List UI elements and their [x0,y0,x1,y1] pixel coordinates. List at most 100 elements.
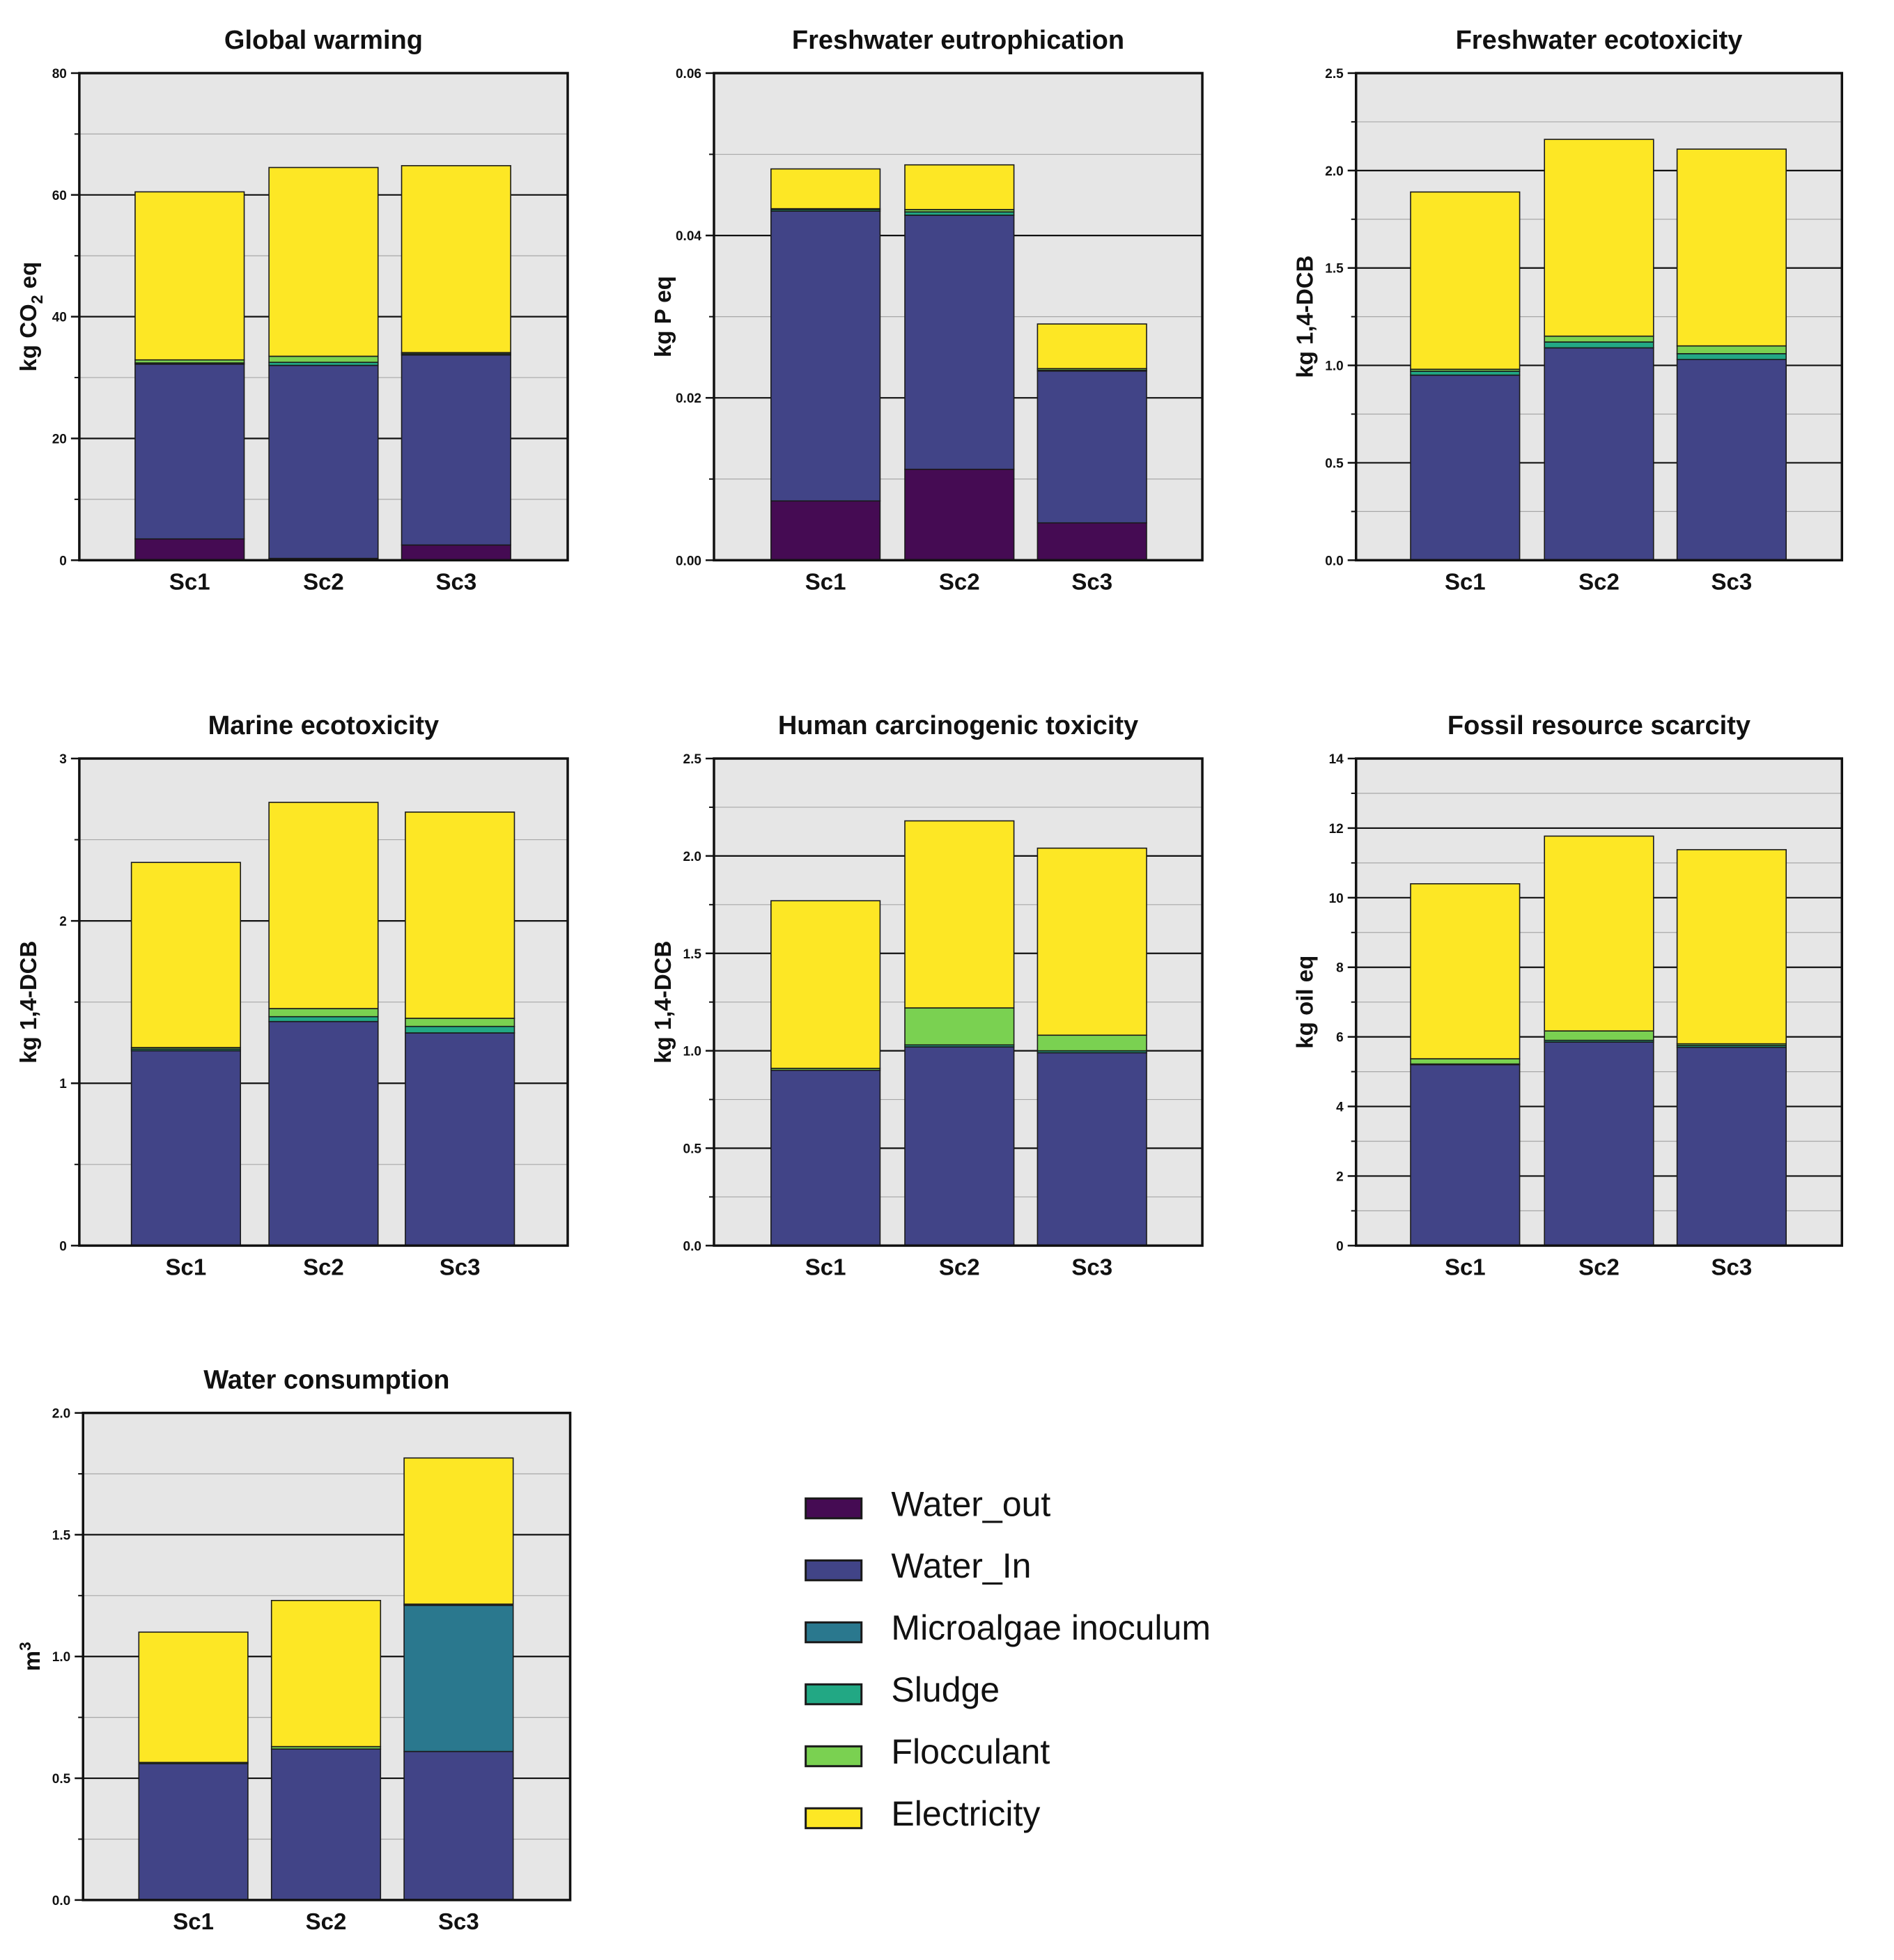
bar-segment-water-in-sc2 [268,364,379,559]
bar-segment-water-in-sc2 [268,1020,379,1247]
plot-frame [78,757,569,1247]
y-axis-label: kg 1,4-DCB [650,941,676,1064]
y-tick-label: 0.0 [52,1894,70,1908]
plot-frame [78,72,569,562]
chart-panel-6: 0 2 4 6 8 10 12 14 Sc1 Sc2 Sc3 Fossil resource scar… [1292,711,1844,1280]
bar-segment-electricity-sc1 [134,191,245,361]
y-axis-label: kg 1,4-DCB [1292,256,1318,378]
bar-segment-water-in-sc1 [1410,374,1521,561]
bar-segment-electricity-sc2 [270,1600,382,1748]
x-tick-label: Sc2 [1578,568,1620,594]
x-tick-label: Sc3 [438,1908,479,1934]
x-tick-label: Sc2 [306,1908,347,1934]
legend-label: Sludge [891,1670,1000,1709]
bar-segment-water-in-sc3 [403,1750,514,1901]
bar-segment-flocculant-sc2 [268,355,379,364]
bar-segment-water-in-sc2 [270,1748,382,1901]
x-tick-label: Sc3 [1711,1254,1753,1280]
legend-label: Microalgae inoculum [891,1608,1211,1647]
bar-segment-flocculant-sc3 [405,1018,515,1027]
plot-frame [713,72,1204,562]
bar-segment-flocculant-sc3 [1676,345,1787,355]
chart-panel-2: 0.00 0.02 0.04 0.06 Sc1 Sc2 Sc3 Freshwater eutr… [650,26,1204,594]
chart-title: Human carcinogenic toxicity [778,711,1138,740]
y-tick-label: 1.0 [683,1045,701,1059]
legend-item-water-out: Water_out [805,1484,1050,1523]
x-tick-label: Sc1 [169,568,210,594]
chart-title: Water consumption [203,1366,449,1395]
plot-frame [81,1411,572,1901]
bar-segment-electricity-sc1 [138,1631,249,1764]
bar-segment-sludge-sc2 [1544,341,1654,349]
bar-segment-electricity-sc3 [1037,323,1147,370]
y-tick-label: 3 [59,752,67,767]
bar-segment-electricity-sc3 [405,811,515,1019]
y-tick-label: 2.5 [683,752,702,767]
bar-segment-sludge-sc3 [1676,352,1787,360]
x-tick-label: Sc3 [440,1254,481,1280]
bar-segment-water-in-sc1 [134,364,245,540]
chart-panel-4: 0 1 2 3 Sc1 Sc2 Sc3 Marine ecotoxicity kg 1,4-DC… [15,711,569,1280]
y-tick-label: 10 [1329,892,1344,906]
bar-segment-water-in-sc3 [401,354,511,546]
y-axis-label: kg 1,4-DCB [15,941,41,1064]
bar-segment-electricity-sc2 [268,802,379,1009]
bar-segment-water-in-sc2 [904,215,1015,470]
bar-segment-water-in-sc1 [770,1069,881,1247]
bar-segment-electricity-sc2 [904,164,1015,210]
bar-segment-water-out-sc3 [401,544,511,561]
bar-segment-sludge-sc2 [268,1016,379,1022]
legend-label: Flocculant [891,1732,1050,1771]
x-tick-label: Sc2 [939,1254,980,1280]
x-tick-label: Sc1 [1445,568,1486,594]
x-tick-label: Sc2 [303,1254,344,1280]
bar-segment-water-in-sc2 [904,1046,1015,1247]
y-tick-label: 2 [1336,1169,1344,1184]
bar-segment-electricity-sc1 [1410,191,1521,370]
chart-panel-5: 0.0 0.5 1.0 1.5 2.0 2.5 Sc1 Sc2 Sc3 Human carcino… [650,711,1204,1280]
bar-segment-water-out-sc1 [134,538,245,561]
y-tick-label: 1 [59,1077,67,1091]
y-axis-label: kg CO2 eq [15,262,46,372]
plot-frame [1354,757,1844,1247]
bar-segment-water-in-sc3 [1037,1052,1147,1247]
y-tick-label: 20 [52,432,67,446]
chart-panel-7: 0.0 0.5 1.0 1.5 2.0 Sc1 Sc2 Sc3 Water consumptio… [16,1366,572,1934]
y-axis-label: m3 [16,1642,45,1671]
y-tick-label: 1.0 [1325,359,1343,374]
y-tick-label: 0.06 [676,67,701,81]
x-tick-label: Sc1 [805,1254,846,1280]
bar-segment-electricity-sc1 [1410,883,1521,1059]
bar-segment-water-out-sc2 [904,468,1015,561]
bar-segment-water-in-sc1 [138,1763,249,1901]
legend: Water_out Water_In Microalgae inoculum Slud… [805,1484,1211,1833]
chart-title: Fossil resource scarcity [1447,711,1751,740]
bar-segment-water-in-sc3 [1676,359,1787,561]
plot-frame [1354,72,1844,562]
y-tick-label: 1.5 [683,947,702,962]
bar-segment-electricity-sc2 [268,166,379,357]
bar-segment-electricity-sc1 [770,168,881,210]
bar-segment-flocculant-sc3 [1037,1034,1147,1052]
y-tick-label: 0.04 [676,229,701,244]
y-tick-label: 0 [1336,1239,1344,1254]
y-tick-label: 0.00 [676,554,701,568]
x-tick-label: Sc1 [1445,1254,1486,1280]
bar-segment-flocculant-sc1 [1410,1058,1521,1065]
legend-swatch [805,1745,863,1768]
y-axis-label: kg oil eq [1292,956,1318,1049]
x-tick-label: Sc2 [939,568,980,594]
y-tick-label: 0.02 [676,391,701,406]
y-tick-label: 0.5 [52,1772,71,1787]
legend-swatch [805,1683,863,1706]
legend-label: Electricity [891,1794,1040,1833]
chart-title: Freshwater ecotoxicity [1456,26,1743,55]
legend-label: Water_out [891,1484,1050,1523]
chart-title: Marine ecotoxicity [208,711,440,740]
bar-segment-flocculant-sc2 [1544,1030,1654,1041]
y-tick-label: 0.5 [1325,456,1344,471]
bar-segment-flocculant-sc2 [1544,335,1654,343]
x-tick-label: Sc3 [1071,1254,1112,1280]
bar-segment-electricity-sc2 [1544,835,1654,1032]
